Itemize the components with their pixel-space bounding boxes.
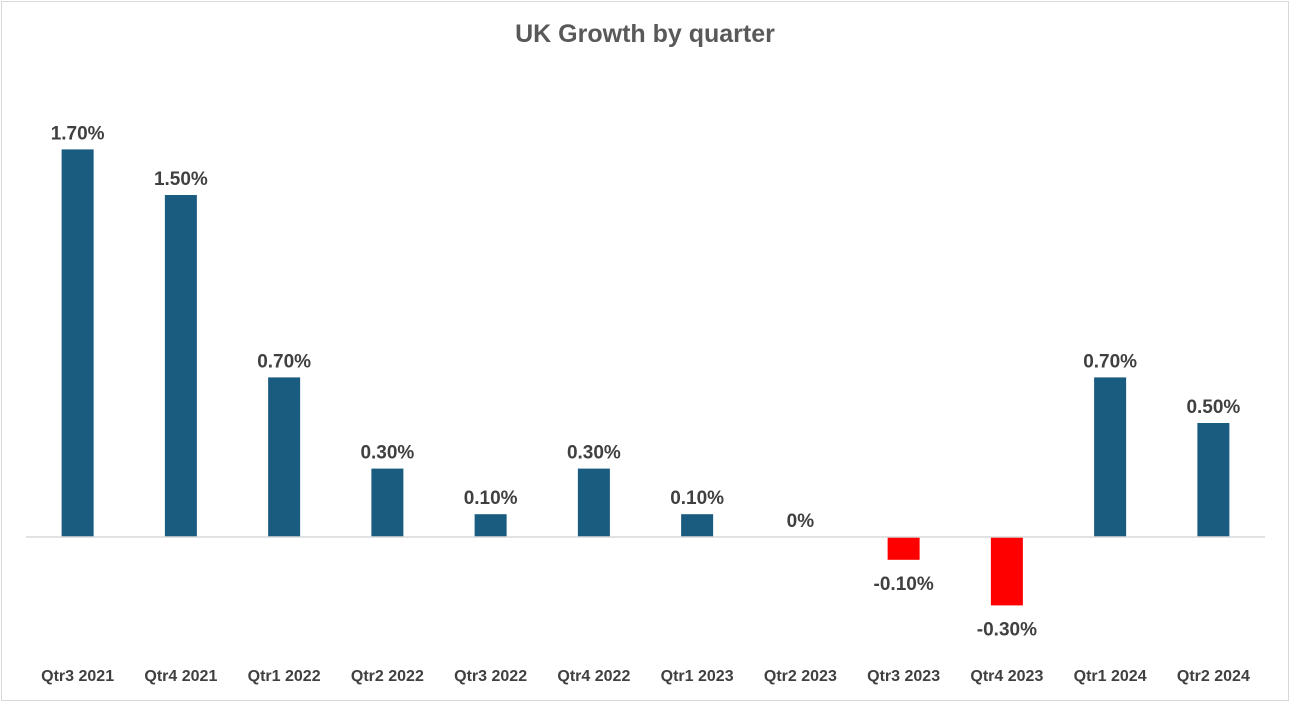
data-label: 0.10% bbox=[670, 488, 724, 509]
category-tick-label: Qtr1 2024 bbox=[1074, 668, 1147, 685]
bar-qtr3-2021 bbox=[61, 149, 94, 537]
data-label: 1.50% bbox=[154, 169, 208, 190]
data-label: 0.30% bbox=[567, 443, 621, 464]
bar-qtr4-2023 bbox=[990, 537, 1023, 606]
category-tick-label: Qtr3 2023 bbox=[867, 668, 940, 685]
bar-qtr3-2022 bbox=[474, 514, 507, 537]
chart-title: UK Growth by quarter bbox=[515, 20, 775, 48]
data-label: 0.70% bbox=[1083, 351, 1137, 372]
category-tick-label: Qtr4 2023 bbox=[970, 668, 1043, 685]
data-labels-group: 1.70% 1.50% 0.70% 0.30% 0.10% 0.30% 0.10% 0% -0.… bbox=[51, 123, 1241, 640]
bar-qtr1-2023 bbox=[681, 514, 714, 537]
category-tick-label: Qtr4 2021 bbox=[144, 668, 217, 685]
bar-qtr3-2023 bbox=[887, 537, 920, 560]
data-label: 0.30% bbox=[360, 443, 414, 464]
bar-qtr1-2024 bbox=[1094, 377, 1127, 537]
data-label: 0.70% bbox=[257, 351, 311, 372]
bar-qtr4-2022 bbox=[577, 468, 610, 537]
bars-group bbox=[61, 149, 1230, 606]
category-labels-group: Qtr3 2021 Qtr4 2021 Qtr1 2022 Qtr2 2022 Qtr3… bbox=[41, 668, 1250, 685]
bar-qtr2-2022 bbox=[371, 468, 404, 537]
data-label: -0.10% bbox=[874, 574, 934, 595]
category-tick-label: Qtr2 2024 bbox=[1177, 668, 1250, 685]
category-tick-label: Qtr3 2021 bbox=[41, 668, 114, 685]
data-label: 0.50% bbox=[1186, 397, 1240, 418]
category-tick-label: Qtr3 2022 bbox=[454, 668, 527, 685]
data-label: 1.70% bbox=[51, 123, 105, 144]
data-label: 0% bbox=[787, 511, 815, 532]
category-tick-label: Qtr2 2022 bbox=[351, 668, 424, 685]
category-tick-label: Qtr1 2023 bbox=[661, 668, 734, 685]
data-label: -0.30% bbox=[977, 619, 1037, 640]
data-label: 0.10% bbox=[464, 488, 518, 509]
category-tick-label: Qtr2 2023 bbox=[764, 668, 837, 685]
bar-qtr4-2021 bbox=[164, 195, 197, 537]
bar-qtr2-2024 bbox=[1197, 423, 1230, 537]
bar-qtr1-2022 bbox=[268, 377, 301, 537]
category-tick-label: Qtr1 2022 bbox=[248, 668, 321, 685]
category-tick-label: Qtr4 2022 bbox=[557, 668, 630, 685]
